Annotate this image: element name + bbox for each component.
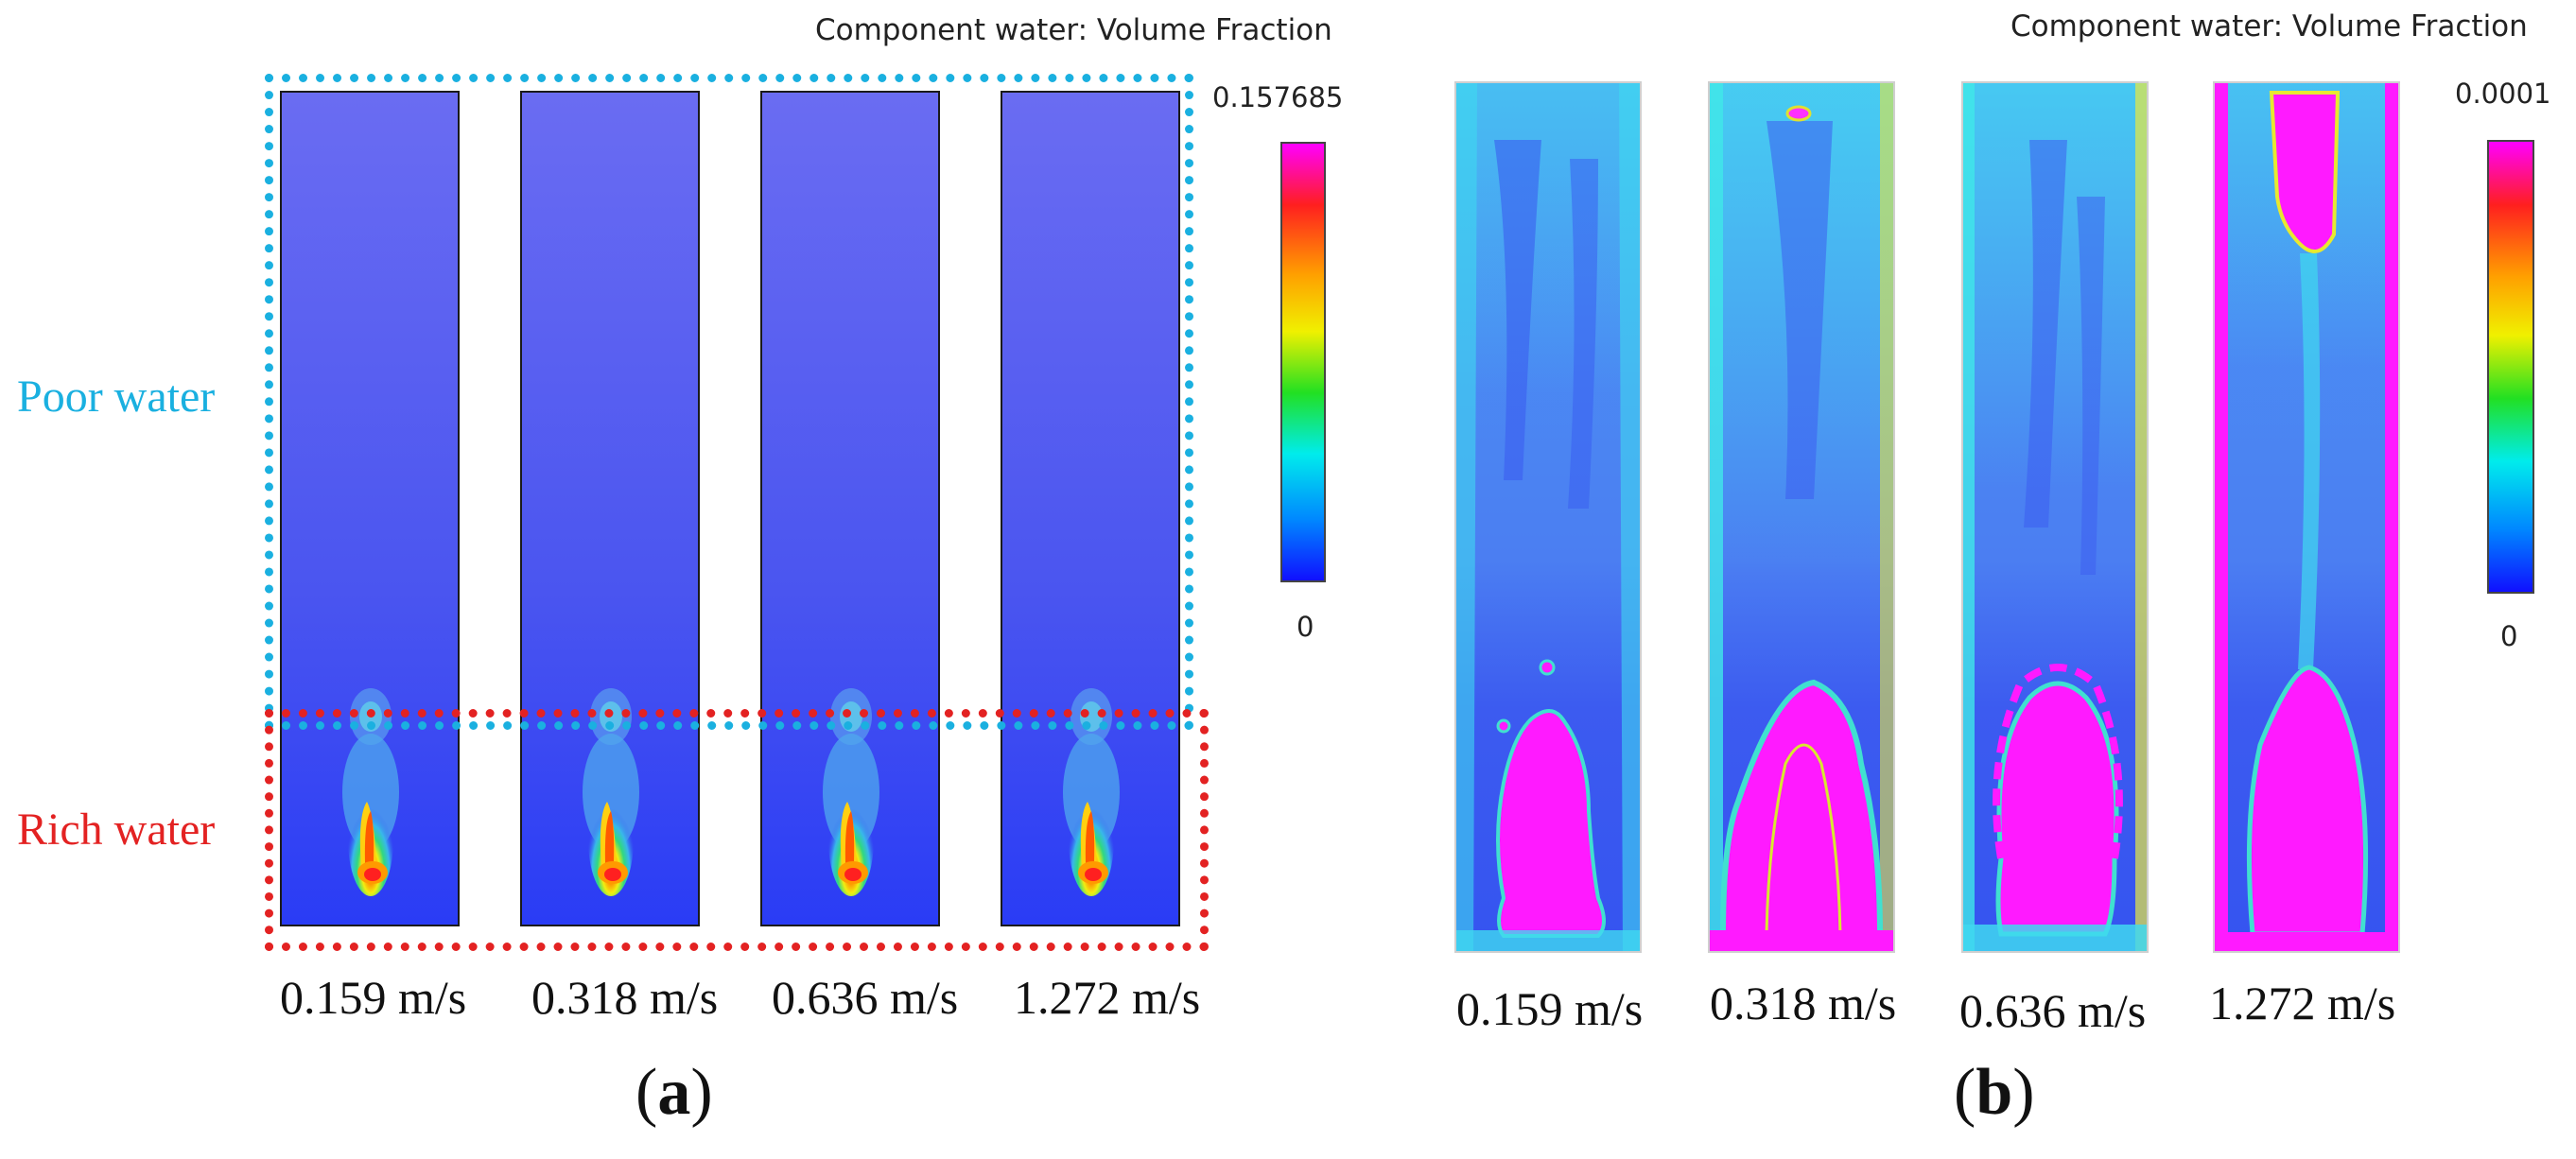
figure-label-a: (a) [635, 1056, 713, 1129]
colorbar-title-a: Component water: Volume Fraction [815, 13, 1332, 47]
colorbar-max-b: 0.0001 [2455, 78, 2551, 110]
panel-b-3 [1961, 81, 2149, 953]
figure-label-b: (b) [1954, 1056, 2035, 1129]
panel-a-3 [760, 91, 940, 926]
panel-b-4 [2213, 81, 2400, 953]
colorbar-max-a: 0.157685 [1212, 81, 1344, 113]
colorbar-min-b: 0 [2500, 620, 2518, 652]
poor-water-region-box [265, 74, 1193, 730]
velocity-label-b-4: 1.272 m/s [2209, 977, 2396, 1029]
panel-b-1 [1454, 81, 1642, 953]
colorbar-title-b: Component water: Volume Fraction [2010, 9, 2528, 43]
panel-a-1 [280, 91, 460, 926]
colorbar-b [2487, 140, 2534, 594]
velocity-label-a-3: 0.636 m/s [772, 971, 959, 1024]
velocity-label-a-1: 0.159 m/s [280, 971, 467, 1024]
panel-a-4 [1001, 91, 1180, 926]
panel-b-2 [1708, 81, 1895, 953]
velocity-label-b-3: 0.636 m/s [1959, 984, 2147, 1037]
colorbar-a [1280, 142, 1326, 582]
rich-water-region-box [265, 709, 1209, 951]
panel-a-2 [520, 91, 700, 926]
poor-water-label: Poor water [17, 372, 216, 422]
velocity-label-b-1: 0.159 m/s [1456, 982, 1644, 1035]
velocity-label-a-2: 0.318 m/s [531, 971, 719, 1024]
rich-water-label: Rich water [17, 804, 216, 855]
velocity-label-a-4: 1.272 m/s [1014, 971, 1201, 1024]
colorbar-min-a: 0 [1297, 611, 1314, 643]
velocity-label-b-2: 0.318 m/s [1710, 977, 1897, 1029]
